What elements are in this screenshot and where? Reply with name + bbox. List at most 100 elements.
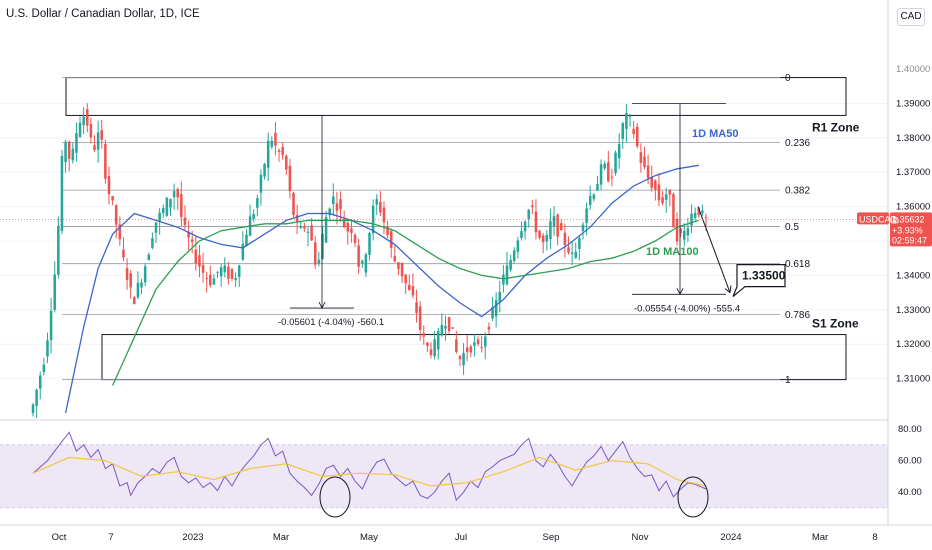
candle-body [704, 217, 708, 219]
candle-body [161, 208, 165, 214]
candle-body [379, 201, 382, 213]
candle-body [596, 183, 599, 191]
candle-body [71, 148, 75, 161]
candle-body [697, 207, 701, 215]
fib-label: 0.786 [785, 310, 810, 321]
candle-body [357, 245, 360, 267]
ma100-line [112, 219, 699, 386]
candle-body [212, 278, 216, 285]
candle-body [447, 317, 451, 332]
currency-button[interactable]: CAD [897, 8, 925, 26]
candle-body [317, 259, 321, 264]
candle-body [657, 184, 661, 201]
candle-body [436, 331, 440, 350]
symbol-badge-bg [857, 212, 889, 225]
candle-body [125, 268, 129, 281]
candle-body [531, 205, 534, 208]
candle-body [621, 123, 625, 139]
candle-body [288, 165, 292, 192]
candle-body [509, 259, 512, 270]
candle-body [393, 255, 397, 262]
candle-body [285, 155, 288, 170]
price-tick: 1.33000 [896, 305, 930, 316]
time-tick: 8 [872, 532, 877, 543]
time-tick: Sep [543, 532, 560, 543]
candle-body [172, 191, 176, 198]
candle-body [332, 196, 335, 205]
candle-body [114, 205, 118, 225]
candle-body [313, 242, 317, 265]
price-tick: 1.34000 [896, 270, 930, 281]
candle-body [35, 389, 38, 407]
candle-body [415, 302, 418, 314]
fib-label: 0.382 [785, 186, 810, 197]
candle-body [46, 340, 49, 357]
candle-body [523, 221, 527, 232]
candle-body [295, 215, 299, 222]
candle-body [75, 133, 78, 153]
time-tick: Mar [273, 532, 289, 543]
candle-body [227, 266, 230, 279]
measure-label-1: -0.05601 (-4.04%) -560.1 [278, 317, 384, 328]
annotations: -0.05601 (-4.04%) -560.1 -0.05554 (-4.00%… [0, 103, 888, 328]
candle-body [306, 231, 310, 233]
rsi-panel [0, 419, 888, 518]
price-tick: 1.38000 [896, 133, 930, 144]
candle-body [451, 327, 454, 329]
candle-body [411, 286, 415, 296]
candle-body [223, 265, 227, 273]
candle-body [335, 203, 339, 211]
candle-body [53, 274, 56, 310]
candle-body [650, 177, 653, 188]
candle-body [82, 116, 85, 126]
candle-body [690, 213, 693, 226]
candle-body [480, 346, 483, 348]
candle-body [86, 109, 89, 126]
candle-body [397, 262, 400, 269]
candle-body [581, 224, 585, 231]
candle-body [578, 237, 581, 249]
price-tick: 1.39000 [896, 98, 930, 109]
candle-body [364, 254, 368, 273]
candle-body [661, 197, 664, 204]
fib-label: 0 [785, 73, 791, 84]
candle-body [570, 252, 574, 254]
candle-body [574, 251, 578, 258]
candle-body [462, 352, 465, 366]
last-price-label: 1.35632 [892, 214, 925, 224]
time-tick: Mar [812, 532, 828, 543]
time-tick: Nov [632, 532, 649, 543]
candle-body [266, 140, 270, 168]
candle-body [534, 211, 538, 233]
candle-body [628, 116, 632, 118]
candle-body [614, 152, 617, 174]
candle-body [277, 150, 281, 153]
candle-body [57, 225, 60, 275]
candle-body [183, 217, 187, 226]
candle-body [560, 223, 563, 231]
candle-body [672, 194, 675, 228]
candle-body [386, 226, 389, 236]
candle-body [512, 250, 516, 261]
candle-body [353, 234, 357, 243]
rsi-band [0, 444, 888, 508]
projection-arrow [724, 285, 732, 294]
candle-body [458, 356, 462, 360]
candle-body [350, 228, 353, 234]
candle-body [654, 180, 657, 190]
candle-body [122, 249, 125, 258]
candle-body [136, 282, 140, 298]
candle-body [599, 164, 603, 185]
candle-body [592, 194, 596, 200]
candle-body [339, 199, 342, 210]
candle-body [646, 165, 650, 179]
candle-body [205, 278, 208, 280]
candle-body [64, 141, 67, 163]
candle-body [502, 274, 505, 285]
candle-body [498, 291, 502, 303]
candle-body [346, 222, 350, 232]
target-callout-box [732, 264, 786, 298]
candle-body [389, 231, 393, 248]
candle-body [310, 225, 313, 241]
